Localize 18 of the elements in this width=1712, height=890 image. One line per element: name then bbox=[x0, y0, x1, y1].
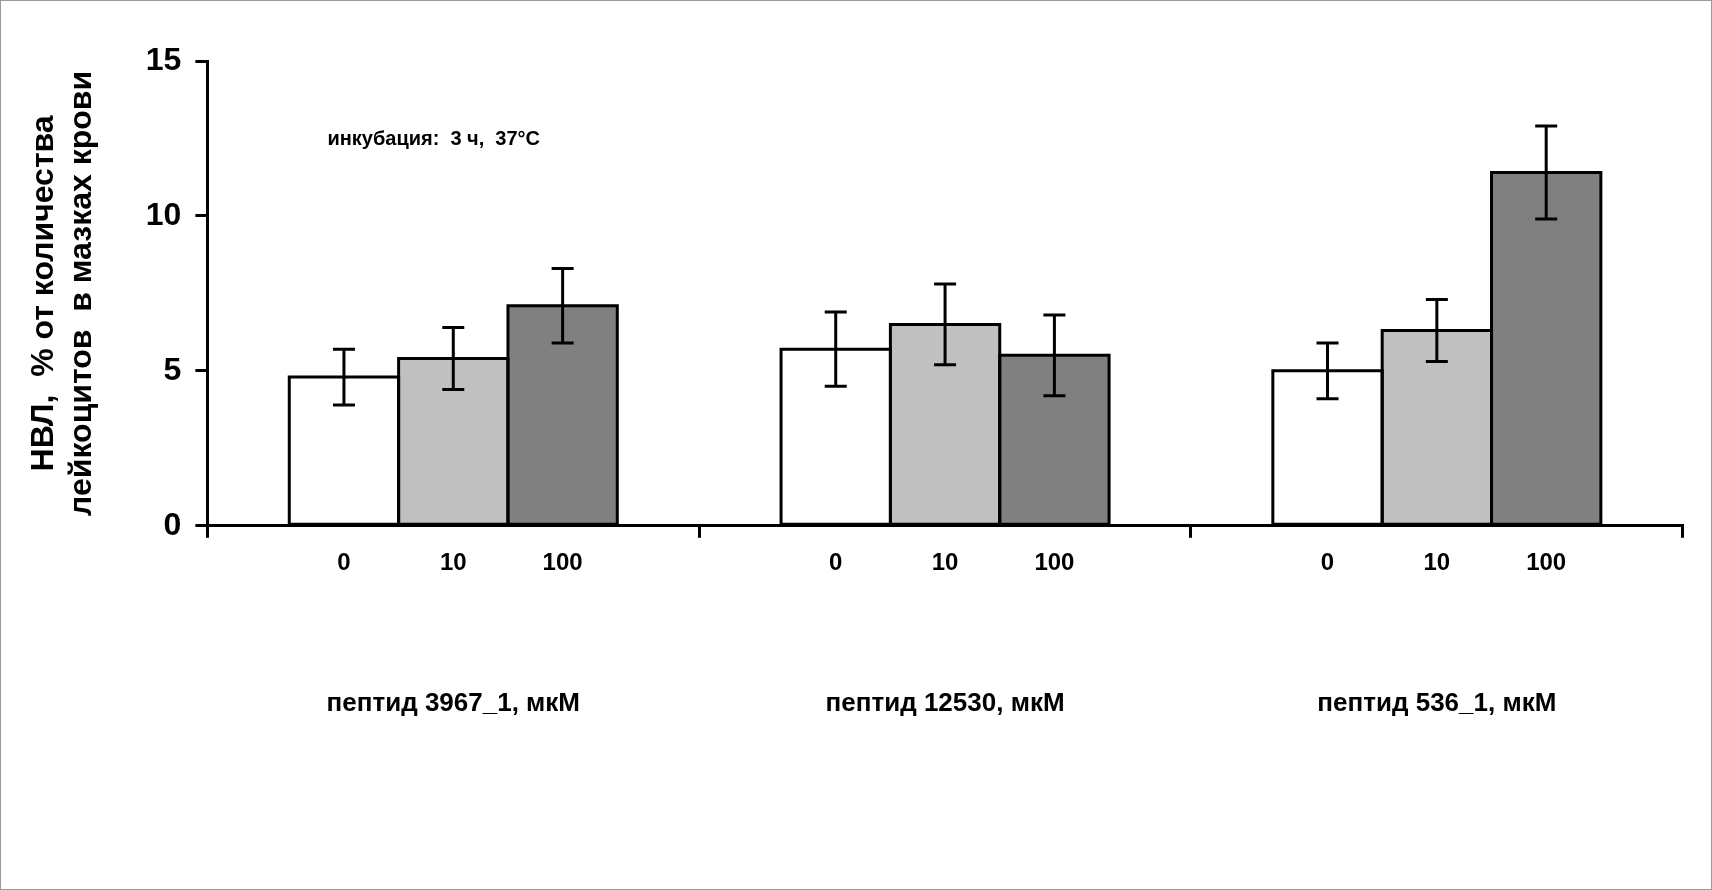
text: 10 bbox=[1423, 548, 1451, 576]
text: 0 bbox=[1320, 548, 1335, 576]
y-tick-label: 5 bbox=[163, 350, 182, 387]
series-label: 100 bbox=[542, 548, 583, 576]
text: 0 bbox=[829, 548, 843, 576]
x-tick-label: пептид 12530, мкМ bbox=[825, 686, 1065, 717]
text: 100 bbox=[1034, 548, 1075, 576]
x-tick-label: пептид 536_1, мкМ bbox=[1317, 686, 1557, 717]
y-axis-title: НВЛ, % от количества лейкоцитов в мазках крови bbox=[24, 70, 99, 516]
y-tick-label: 0 bbox=[163, 505, 182, 542]
text: 10 bbox=[931, 548, 959, 576]
text: 100 bbox=[1526, 548, 1567, 576]
y-tick-label: 15 bbox=[145, 40, 182, 77]
series-label: 10 bbox=[439, 548, 467, 576]
x-tick-label: пептид 3967_1, мкМ bbox=[326, 686, 580, 717]
annotation: инкубация: 3 ч, 37°C bbox=[327, 126, 541, 149]
y-tick-label: 10 bbox=[145, 195, 182, 232]
series-label: 0 bbox=[337, 548, 351, 576]
